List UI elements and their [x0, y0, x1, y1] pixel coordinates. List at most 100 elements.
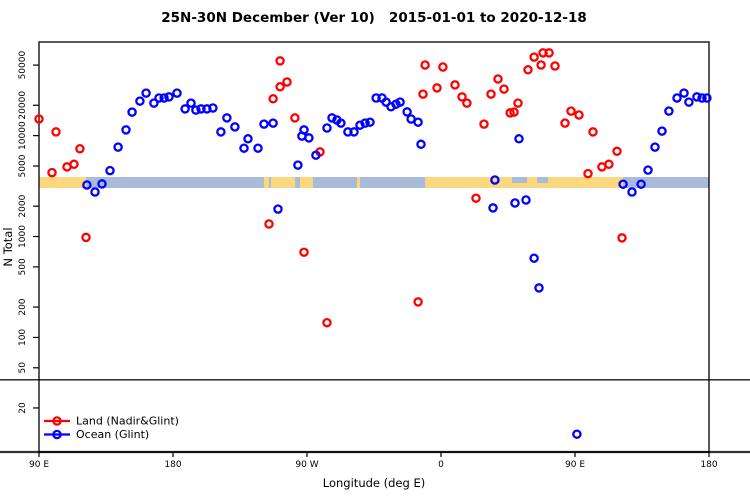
data-point-ocean — [196, 104, 206, 114]
data-point-land — [51, 127, 61, 137]
legend-symbol-circle — [52, 429, 62, 440]
data-point-ocean — [349, 127, 359, 137]
data-point-ocean — [121, 125, 131, 135]
data-point-land — [420, 60, 430, 70]
data-point-ocean — [208, 103, 218, 113]
data-point-ocean — [365, 117, 375, 127]
data-point-ocean — [395, 97, 405, 107]
data-point-ocean — [293, 160, 303, 170]
data-point-ocean — [141, 88, 151, 98]
data-point-ocean — [355, 120, 365, 130]
data-point-ocean — [191, 105, 201, 115]
map-strip-ocean-inlet — [512, 177, 528, 183]
x-tick-label: 0 — [438, 460, 444, 470]
data-point-ocean — [327, 113, 337, 123]
x-tick-label: 180 — [164, 460, 181, 470]
data-point-land — [612, 146, 622, 157]
data-point-land — [282, 77, 292, 87]
y-tick-label: 5000 — [18, 154, 28, 177]
data-point-ocean — [113, 142, 123, 152]
x-tick-label: 90 E — [565, 460, 585, 470]
data-point-land — [62, 162, 72, 172]
data-point-ocean — [127, 107, 137, 117]
data-point-land — [499, 84, 509, 94]
data-point-ocean — [488, 203, 498, 213]
data-point-ocean — [702, 93, 712, 103]
legend-symbol-circle — [52, 416, 62, 426]
y-tick-label: 1000 — [18, 225, 28, 248]
data-point-ocean — [672, 93, 682, 103]
data-point-land — [560, 118, 570, 128]
data-point-land — [505, 108, 515, 118]
data-point-ocean — [172, 88, 182, 98]
data-point-ocean — [643, 165, 653, 175]
data-point-ocean — [664, 106, 674, 116]
data-point-ocean — [697, 93, 707, 103]
legend-label: Ocean (Glint) — [76, 428, 149, 441]
data-point-ocean — [230, 122, 240, 132]
data-point-land — [275, 82, 285, 92]
y-tick-label: 500 — [18, 258, 28, 275]
data-point-ocean — [534, 283, 544, 293]
data-point-land — [322, 317, 332, 328]
data-point-land — [509, 107, 519, 117]
data-point-land — [583, 168, 593, 179]
data-point-ocean — [180, 104, 190, 114]
map-strip-ocean — [39, 177, 709, 188]
data-point-land — [457, 92, 467, 102]
data-point-ocean — [627, 187, 637, 197]
data-point-land — [34, 114, 44, 124]
data-point-ocean — [510, 198, 520, 208]
data-point-land — [264, 219, 274, 229]
data-point-ocean — [82, 180, 92, 190]
data-point-land — [529, 52, 539, 62]
map-strip-land-segment — [270, 177, 296, 188]
data-point-ocean — [684, 97, 694, 107]
y-tick-label: 50 — [18, 362, 28, 374]
data-point-land — [617, 233, 627, 243]
data-point-ocean — [529, 253, 539, 263]
data-point-ocean — [149, 98, 159, 108]
data-point-ocean — [402, 107, 412, 117]
data-point-ocean — [514, 134, 524, 144]
data-point-land — [486, 89, 496, 99]
data-point-ocean — [650, 142, 660, 152]
map-strip-land-segment — [263, 177, 270, 188]
data-point-ocean — [636, 179, 646, 189]
data-point-land — [544, 48, 554, 58]
data-point-land — [550, 61, 560, 71]
data-point-ocean — [371, 93, 381, 103]
data-point-ocean — [413, 117, 423, 127]
data-point-land — [418, 89, 428, 99]
map-strip-land-segment — [300, 177, 313, 188]
plot-box — [38, 41, 710, 453]
data-point-land — [588, 127, 598, 137]
data-point-ocean — [381, 97, 391, 107]
data-point-land — [536, 60, 546, 70]
data-point-ocean — [336, 118, 346, 128]
y-tick-label: 20000 — [18, 91, 28, 120]
data-point-ocean — [259, 119, 269, 129]
data-point-ocean — [360, 118, 370, 128]
data-point-ocean — [105, 165, 115, 176]
data-point-ocean — [657, 126, 667, 136]
data-point-land — [523, 65, 533, 75]
data-point-ocean — [268, 118, 278, 128]
y-tick-label: 20 — [18, 402, 28, 414]
data-point-ocean — [299, 125, 309, 135]
data-point-ocean — [253, 143, 263, 153]
data-point-land — [268, 94, 278, 104]
data-point-ocean — [135, 96, 145, 106]
data-point-ocean — [416, 139, 426, 150]
data-point-ocean — [186, 98, 196, 108]
data-point-ocean — [311, 150, 321, 160]
x-tick-label: 90 E — [29, 460, 49, 470]
legend-label: Land (Nadir&Glint) — [76, 415, 179, 428]
data-point-ocean — [216, 127, 226, 137]
y-axis-title: N Total — [1, 227, 15, 266]
data-point-ocean — [322, 123, 332, 133]
data-point-land — [75, 144, 85, 154]
data-point-ocean — [154, 93, 164, 103]
data-point-ocean — [97, 179, 107, 189]
data-point-ocean — [304, 133, 314, 143]
